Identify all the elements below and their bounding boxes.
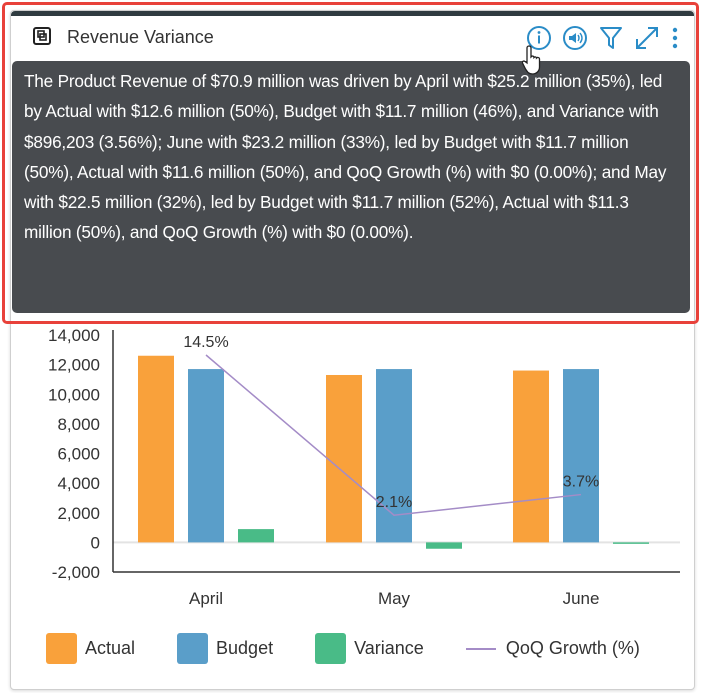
qoq-data-label: 14.5%	[183, 334, 228, 351]
widget-type-icon	[33, 27, 51, 45]
y-tick-label: 10,000	[48, 385, 100, 404]
bar-actual-april	[138, 355, 174, 543]
y-tick-label: 4,000	[57, 474, 100, 493]
bar-variance-may	[426, 542, 462, 549]
bar-actual-may	[326, 374, 362, 543]
legend-swatch-variance	[315, 633, 347, 664]
x-tick-label: June	[563, 589, 600, 608]
legend-item-budget[interactable]: Budget	[177, 633, 273, 664]
audio-icon[interactable]	[562, 25, 588, 51]
narrative-tooltip: The Product Revenue of $70.9 million was…	[12, 61, 690, 313]
legend-item-variance[interactable]: Variance	[315, 633, 424, 664]
widget-title: Revenue Variance	[67, 27, 214, 47]
qoq-growth-line	[205, 354, 582, 517]
filter-icon[interactable]	[598, 25, 624, 51]
y-tick-label: -2,000	[52, 563, 100, 582]
legend-swatch-budget	[177, 633, 209, 664]
bar-budget-may	[376, 369, 412, 543]
legend-swatch-actual	[46, 633, 77, 664]
x-tick-label: April	[189, 589, 223, 608]
legend-label: Budget	[216, 638, 274, 658]
y-tick-label: 2,000	[57, 504, 100, 523]
widget-top-bar	[11, 11, 694, 16]
y-tick-label: 0	[91, 533, 100, 552]
legend-label: Actual	[85, 638, 136, 658]
bar-budget-april	[188, 369, 224, 543]
y-tick-label: 6,000	[57, 445, 100, 464]
y-tick-label: 12,000	[48, 356, 100, 375]
y-tick-label: 8,000	[57, 415, 100, 434]
x-tick-label: May	[378, 589, 411, 608]
qoq-data-label: 2.1%	[376, 494, 412, 511]
info-icon[interactable]	[526, 25, 552, 51]
chart-legend: Actual Budget Variance QoQ Growth (%)	[46, 633, 682, 664]
legend-item-actual[interactable]: Actual	[46, 633, 135, 664]
bar-variance-june	[613, 542, 649, 544]
y-tick-label: 14,000	[48, 326, 100, 345]
legend-label: Variance	[354, 638, 424, 658]
widget-header: Revenue Variance	[11, 23, 694, 53]
bar-actual-june	[513, 370, 549, 543]
legend-line-qoq	[465, 647, 496, 650]
hand-cursor-icon	[522, 45, 541, 75]
legend-item-qoq-growth[interactable]: QoQ Growth (%)	[465, 638, 640, 659]
expand-icon[interactable]	[634, 25, 660, 51]
more-icon[interactable]	[670, 25, 680, 51]
legend-label: QoQ Growth (%)	[505, 638, 640, 658]
bar-budget-june	[563, 369, 599, 543]
bar-variance-april	[238, 529, 274, 543]
qoq-data-label: 3.7%	[563, 474, 599, 491]
